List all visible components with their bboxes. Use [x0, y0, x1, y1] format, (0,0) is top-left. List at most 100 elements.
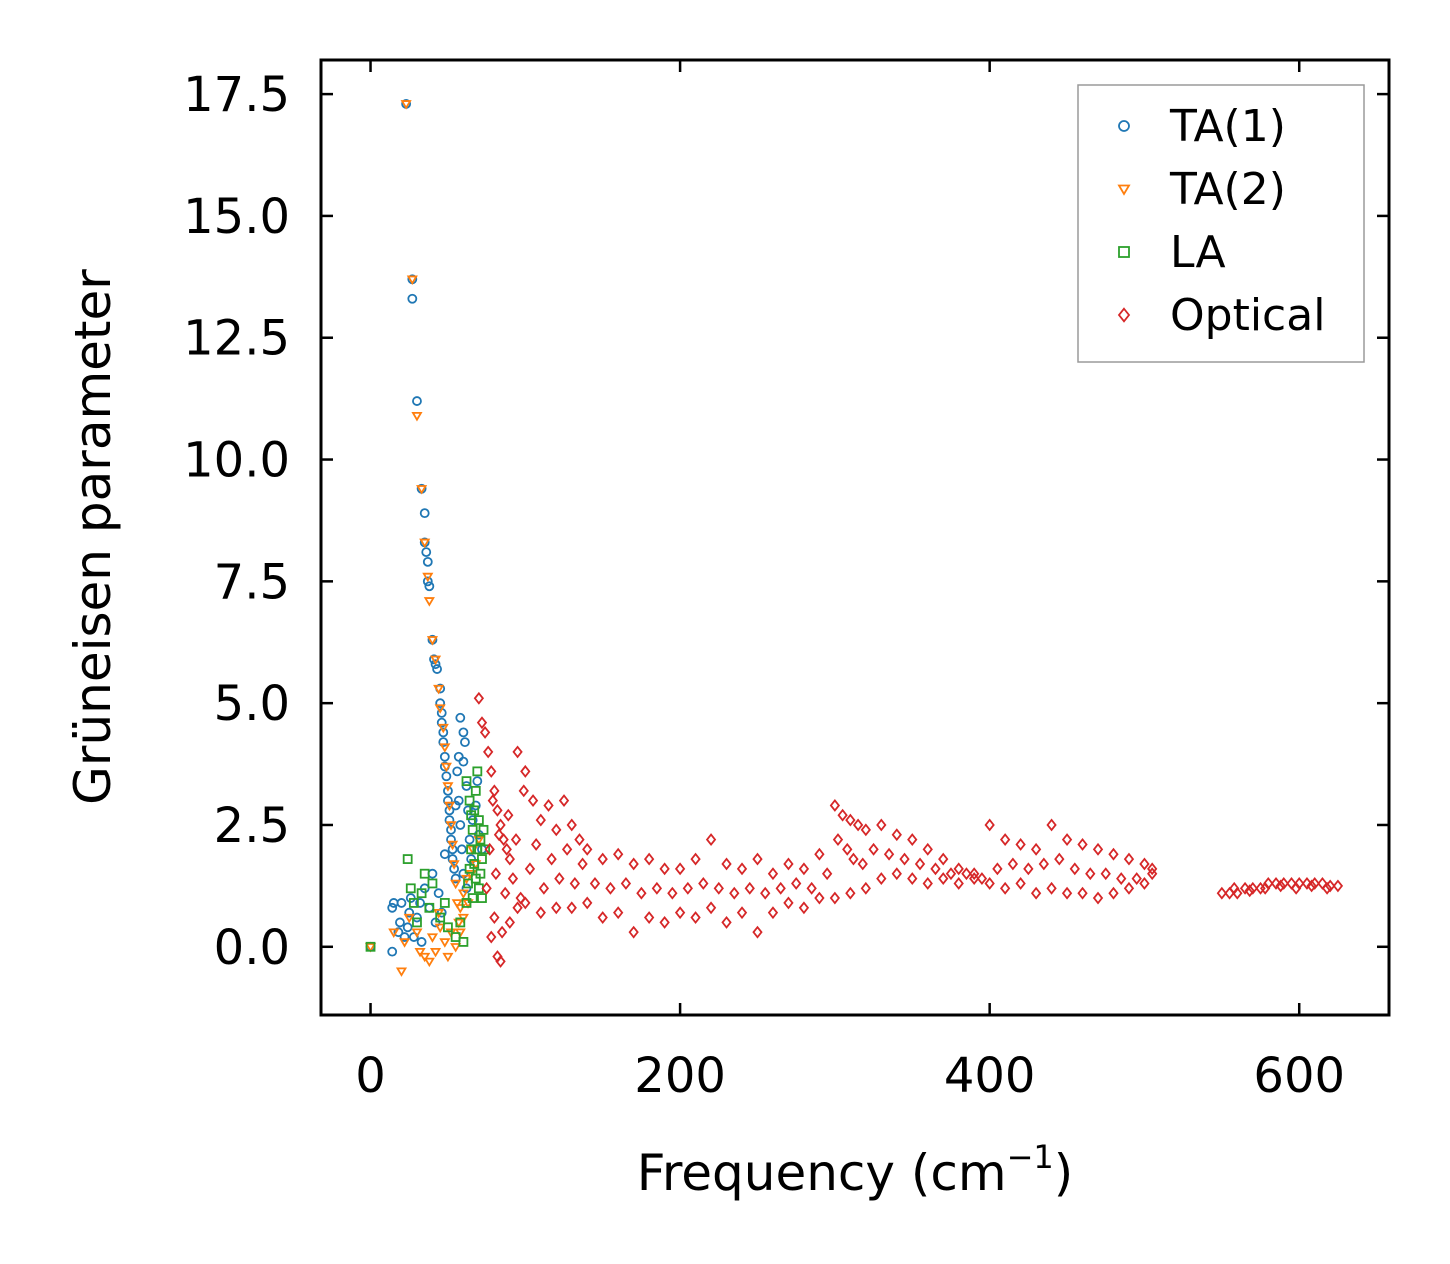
data-point	[437, 723, 449, 734]
data-point	[393, 927, 404, 938]
data-point	[848, 852, 859, 866]
legend-item: TA(1)	[1118, 101, 1286, 152]
data-point	[387, 902, 398, 913]
data-point	[472, 844, 483, 855]
y-tick-label: 15.0	[183, 189, 290, 245]
data-point	[430, 659, 441, 670]
data-point	[791, 877, 802, 890]
data-point	[1116, 872, 1127, 886]
data-point	[426, 636, 439, 646]
data-point	[424, 902, 435, 913]
data-point	[643, 852, 655, 866]
data-point	[984, 818, 995, 832]
data-point	[1046, 881, 1057, 895]
data-point	[442, 952, 454, 963]
data-point	[439, 938, 451, 948]
data-point	[429, 655, 442, 666]
data-point	[493, 828, 505, 842]
data-point	[876, 872, 887, 886]
legend-item: LA	[1118, 227, 1226, 278]
data-point	[426, 933, 439, 943]
data-point	[1085, 867, 1096, 881]
data-point	[891, 867, 902, 881]
data-point	[433, 684, 445, 695]
data-point	[421, 547, 432, 558]
data-point	[411, 928, 423, 938]
axis-ticks: 0 200 400 600 0.0 2.5 5.0 7.5 10.0 12.5 15.0 17.5	[183, 60, 1389, 1104]
data-point	[470, 785, 481, 796]
data-point	[1270, 877, 1282, 890]
data-point	[566, 818, 577, 832]
data-point	[530, 838, 542, 851]
data-point	[984, 877, 995, 890]
y-tick-label: 7.5	[214, 554, 290, 610]
data-point	[845, 886, 856, 900]
y-tick-label: 0.0	[214, 920, 290, 976]
data-point	[416, 937, 427, 947]
x-tick-label: 0	[355, 1048, 386, 1104]
data-point	[1061, 886, 1073, 900]
data-point	[441, 771, 452, 782]
data-point	[1123, 881, 1135, 895]
data-point	[446, 834, 456, 845]
data-point	[760, 886, 771, 900]
legend: TA(1) TA(2) LA Optical	[1077, 84, 1365, 363]
data-point	[399, 938, 411, 948]
data-point	[412, 917, 422, 928]
data-point	[1046, 818, 1057, 832]
data-point	[798, 901, 810, 915]
data-point	[500, 886, 511, 900]
data-point	[450, 873, 461, 884]
x-axis-title: Frequency (cm−1)	[637, 1138, 1074, 1202]
data-point	[510, 833, 522, 847]
data-point	[938, 852, 949, 866]
data-point	[476, 716, 488, 730]
data-point	[423, 597, 435, 607]
data-point	[1108, 886, 1119, 900]
data-point	[472, 766, 483, 777]
data-point	[729, 886, 740, 900]
data-point	[518, 784, 529, 798]
data-point	[1015, 838, 1026, 851]
data-point	[1077, 886, 1088, 900]
data-point	[478, 824, 489, 835]
data-point	[444, 815, 455, 826]
data-point	[423, 957, 435, 968]
data-point	[945, 867, 957, 881]
data-point	[467, 893, 478, 903]
data-point	[450, 943, 462, 953]
data-point	[690, 911, 701, 924]
data-point	[433, 888, 444, 899]
data-point	[443, 922, 453, 933]
data-point	[406, 275, 418, 286]
data-point	[659, 915, 670, 929]
data-point	[422, 556, 433, 567]
data-point	[546, 852, 557, 866]
data-point	[628, 925, 639, 939]
legend-marker	[1118, 120, 1130, 132]
data-point	[554, 872, 565, 886]
data-point	[1038, 857, 1049, 871]
data-point	[1100, 867, 1111, 881]
series-la	[365, 766, 490, 952]
data-point	[651, 881, 663, 895]
data-point	[415, 898, 425, 908]
legend-label: TA(1)	[1169, 101, 1286, 152]
data-point	[1239, 881, 1251, 895]
data-point	[577, 857, 588, 871]
data-point	[643, 911, 655, 924]
x-tick-label: 600	[1253, 1048, 1345, 1104]
data-point	[424, 902, 435, 913]
data-point	[744, 881, 755, 895]
data-point	[1030, 886, 1042, 900]
data-point	[422, 576, 433, 587]
legend-label: TA(2)	[1169, 164, 1286, 215]
y-tick-label: 5.0	[214, 676, 290, 732]
data-point	[486, 764, 497, 778]
data-point	[457, 889, 469, 899]
data-point	[667, 886, 678, 900]
data-point	[452, 766, 463, 777]
data-point	[472, 776, 483, 787]
data-point	[1023, 862, 1034, 876]
data-point	[435, 698, 446, 709]
